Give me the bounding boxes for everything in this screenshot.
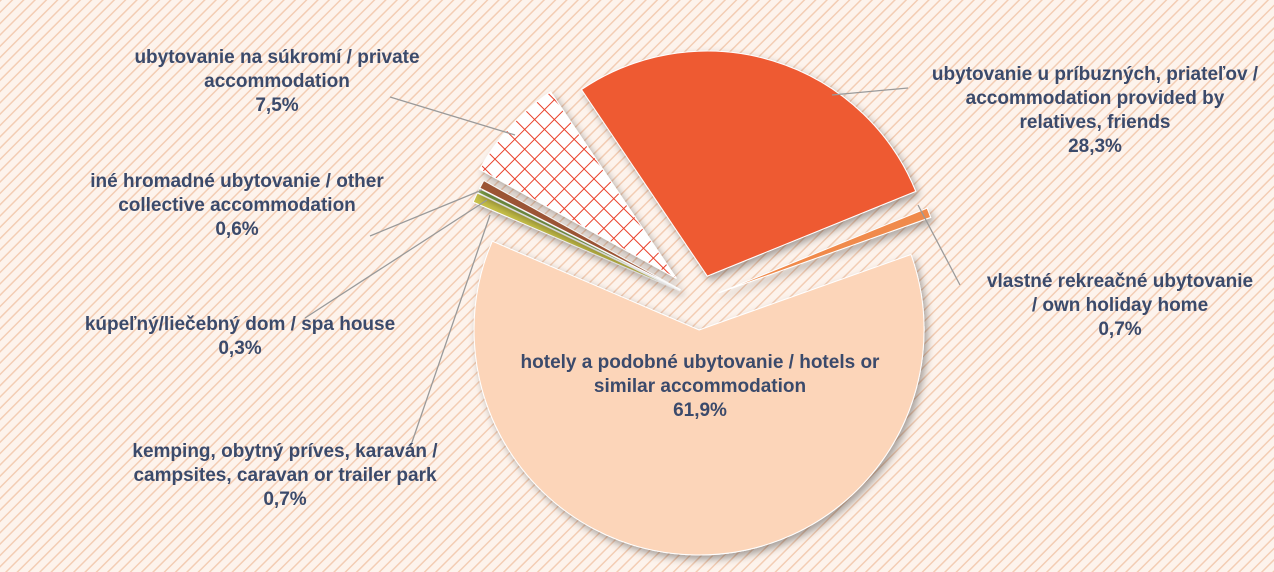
category-name: kemping, obytný príves, karaván / campsi… [132,441,438,486]
pie-slice [472,192,681,292]
category-name: vlastné rekreačné ubytovanie / own holid… [986,271,1254,316]
value-label: 7,5% [255,95,299,116]
slice-label: ubytovanie u príbuzných, priateľov / acc… [930,63,1260,159]
category-name: iné hromadné ubytovanie / other collecti… [90,171,384,216]
leader-line [917,204,961,286]
pie-slice [718,207,932,294]
slice-label: iné hromadné ubytovanie / other collecti… [67,170,407,242]
slice-label: vlastné rekreačné ubytovanie / own holid… [985,270,1255,342]
category-name: ubytovanie na súkromí / private accommod… [134,47,420,92]
slice-label: hotely a podobné ubytovanie / hotels or … [500,351,900,423]
leader-line [389,96,516,136]
value-label: 0,6% [215,219,259,240]
value-label: 61,9% [673,400,727,421]
pie-slice [473,240,925,556]
value-label: 0,7% [263,489,307,510]
leader-line [369,189,483,237]
category-name: kúpeľný/liečebný dom / spa house [84,314,396,335]
pie-slice [478,91,677,279]
pie-slice [580,50,917,277]
category-name: ubytovanie u príbuzných, priateľov / acc… [931,64,1259,133]
slice-label: ubytovanie na súkromí / private accommod… [97,46,457,118]
leader-line [831,87,909,96]
category-name: hotely a podobné ubytovanie / hotels or … [520,352,880,397]
value-label: 28,3% [1068,136,1122,157]
pie-slice [479,179,681,291]
leader-line [304,199,488,319]
slice-label: kúpeľný/liečebný dom / spa house 0,3% [30,313,450,361]
slice-label: kemping, obytný príves, karaván / campsi… [85,440,485,512]
value-label: 0,3% [218,338,262,359]
value-label: 0,7% [1098,319,1142,340]
leader-line [409,214,491,449]
